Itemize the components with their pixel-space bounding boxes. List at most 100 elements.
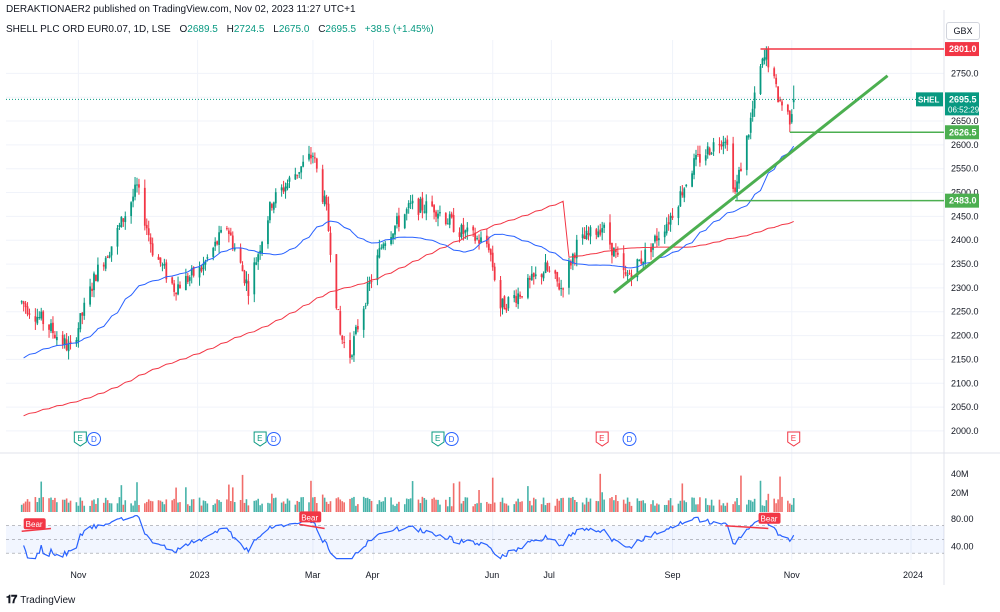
candle-body [407, 203, 410, 209]
volume-bar [323, 497, 326, 512]
volume-bar [273, 498, 275, 512]
candle-body [282, 187, 285, 192]
earnings-marker [73, 431, 87, 447]
candle-body [683, 188, 686, 198]
candle-body [409, 202, 412, 204]
currency-button[interactable]: GBX [946, 22, 980, 40]
volume-bar [314, 496, 316, 512]
candle-body [571, 253, 574, 264]
volume-bar [628, 501, 631, 512]
candle-body [145, 224, 148, 229]
candle-body [69, 341, 72, 345]
candle-body [220, 229, 222, 233]
candle-body [790, 114, 793, 123]
candle-body [761, 58, 764, 66]
volume-bar [722, 503, 725, 512]
price-tick-label: 2050.0 [951, 402, 979, 412]
volume-bar [337, 497, 340, 512]
volume-bar [695, 504, 697, 512]
volume-bar [257, 498, 259, 512]
volume-bar [581, 502, 584, 512]
candle-body [77, 328, 80, 342]
volume-bar [104, 497, 107, 512]
high-value: 2724.5 [233, 24, 265, 35]
volume-bar [775, 503, 777, 512]
volume-tick-label: 40M [951, 469, 969, 479]
candle-body [505, 307, 508, 311]
volume-bar [390, 497, 392, 512]
candle-body [751, 108, 754, 118]
candle-body [343, 342, 346, 344]
volume-bar [69, 500, 72, 512]
candle-body [327, 203, 330, 232]
volume-bar [120, 485, 123, 512]
candle-body [40, 311, 43, 319]
volume-bar [515, 501, 517, 512]
candle-body [706, 146, 709, 155]
volume-bar [720, 505, 723, 512]
candle-body [396, 216, 398, 225]
volume-bar [747, 499, 750, 512]
volume-bar [493, 502, 496, 512]
volume-bar [691, 497, 693, 512]
volume-bar [546, 503, 549, 512]
candle-body [611, 242, 613, 256]
candle-body [149, 237, 152, 245]
candle-body [626, 274, 629, 277]
candle-body [732, 143, 735, 189]
candle-body [52, 322, 54, 334]
candle-body [724, 141, 727, 143]
candle-body [425, 201, 428, 214]
candle-body [704, 155, 707, 161]
price-tick-label: 2550.0 [951, 164, 979, 174]
candle-body [614, 249, 617, 253]
candle-body [212, 247, 215, 257]
candle-body [296, 174, 299, 176]
candle-body [124, 216, 127, 223]
candle-body [570, 261, 572, 266]
volume-bar [312, 497, 314, 512]
volume-bar [89, 505, 91, 512]
volume-bar [231, 487, 234, 512]
time-tick-label: Sep [665, 570, 681, 580]
grid-lines [6, 40, 944, 560]
candle-body [616, 252, 619, 255]
volume-bar [597, 501, 600, 512]
candle-body [489, 249, 492, 255]
candle-body [226, 228, 228, 230]
candle-body [562, 288, 564, 290]
volume-bar [233, 502, 236, 512]
volume-bar [699, 497, 701, 512]
candle-body [274, 192, 277, 204]
volume-bar [22, 503, 25, 512]
candle-body [384, 243, 387, 246]
price-level-label: 2626.5 [949, 127, 977, 137]
volume-bar [296, 500, 299, 512]
candle-body [356, 325, 359, 330]
candle-body [261, 241, 263, 254]
candle-body [267, 220, 269, 245]
volume-bar [288, 500, 291, 512]
price-level-label: 2483.0 [949, 196, 977, 206]
candle-body [286, 183, 289, 189]
candle-body [405, 209, 408, 214]
bear-tag: Bear [26, 520, 43, 529]
candle-body [487, 243, 490, 251]
volume-bar [622, 499, 625, 512]
volume-bar [63, 499, 66, 512]
candle-body [61, 334, 64, 345]
candle-body [775, 77, 778, 85]
candle-body [544, 262, 547, 274]
volume-bar [638, 500, 641, 512]
volume-bar [460, 503, 463, 512]
volume-bar [488, 503, 490, 512]
volume-bar [298, 501, 301, 512]
candle-body [528, 277, 531, 280]
volume-bar [56, 502, 58, 512]
rsi-tick-label: 40.00 [951, 541, 974, 551]
candle-body [173, 283, 176, 292]
candle-body [24, 303, 27, 308]
candle-body [284, 186, 287, 192]
candle-body [597, 231, 600, 238]
